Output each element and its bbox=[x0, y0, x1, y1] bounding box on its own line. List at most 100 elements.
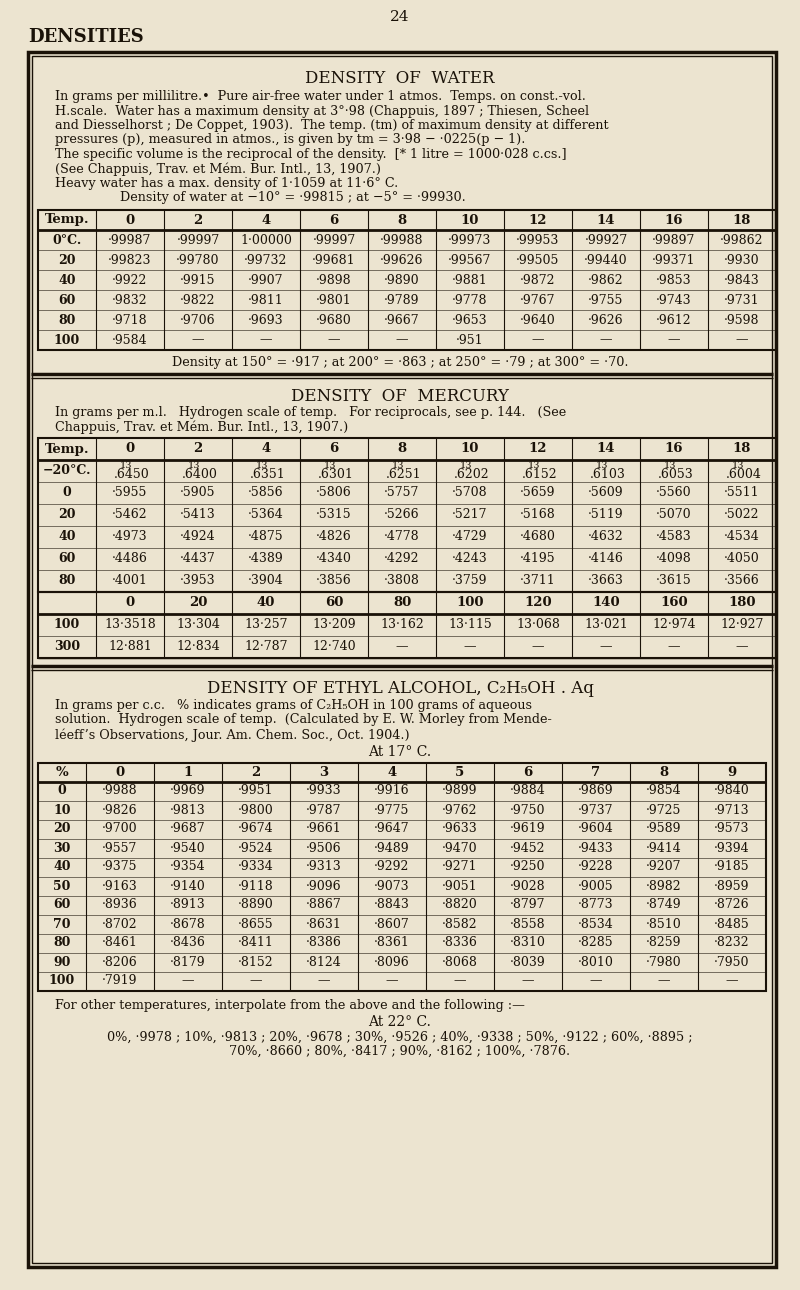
Text: 1: 1 bbox=[183, 765, 193, 778]
Text: ·9762: ·9762 bbox=[442, 804, 478, 817]
Text: 40: 40 bbox=[58, 530, 76, 543]
Text: 16: 16 bbox=[665, 442, 683, 455]
Text: 8: 8 bbox=[398, 214, 406, 227]
Text: ·8890: ·8890 bbox=[238, 899, 274, 912]
Text: ·4680: ·4680 bbox=[520, 530, 556, 543]
Text: ·4292: ·4292 bbox=[384, 552, 420, 565]
Text: 0%, ·9978 ; 10%, ·9813 ; 20%, ·9678 ; 30%, ·9526 ; 40%, ·9338 ; 50%, ·9122 ; 60%: 0%, ·9978 ; 10%, ·9813 ; 20%, ·9678 ; 30… bbox=[107, 1031, 693, 1044]
Text: ·8206: ·8206 bbox=[102, 956, 138, 969]
Text: ·9598: ·9598 bbox=[724, 313, 760, 326]
Text: —: — bbox=[386, 974, 398, 988]
Text: ·8361: ·8361 bbox=[374, 937, 410, 949]
Text: Chappuis, Trav. et Mém. Bur. Intl., 13, 1907.): Chappuis, Trav. et Mém. Bur. Intl., 13, … bbox=[55, 421, 348, 433]
Text: ·5462: ·5462 bbox=[112, 508, 148, 521]
Text: ·9250: ·9250 bbox=[510, 860, 546, 873]
Text: DENSITY OF ETHYL ALCOHOL, C₂H₅OH . Aq: DENSITY OF ETHYL ALCOHOL, C₂H₅OH . Aq bbox=[206, 680, 594, 697]
Text: 12: 12 bbox=[529, 442, 547, 455]
Text: ·99987: ·99987 bbox=[108, 233, 152, 246]
Text: ·5413: ·5413 bbox=[180, 508, 216, 521]
Text: ·4437: ·4437 bbox=[180, 552, 216, 565]
Text: ·8534: ·8534 bbox=[578, 917, 614, 930]
Text: ·4973: ·4973 bbox=[112, 530, 148, 543]
Text: ·3663: ·3663 bbox=[588, 574, 624, 587]
Text: ·9394: ·9394 bbox=[714, 841, 750, 854]
Text: 16: 16 bbox=[665, 214, 683, 227]
Text: 13·209: 13·209 bbox=[312, 618, 356, 632]
Text: ·9907: ·9907 bbox=[248, 273, 284, 286]
Text: 18: 18 bbox=[733, 214, 751, 227]
Text: ·9988: ·9988 bbox=[102, 784, 138, 797]
Text: ·8959: ·8959 bbox=[714, 880, 750, 893]
Text: 0: 0 bbox=[62, 486, 71, 499]
Text: ·9843: ·9843 bbox=[724, 273, 760, 286]
Text: 13: 13 bbox=[392, 462, 404, 471]
Text: 13: 13 bbox=[732, 462, 744, 471]
Text: ·8386: ·8386 bbox=[306, 937, 342, 949]
Text: .6053: .6053 bbox=[658, 467, 694, 480]
Text: 12·834: 12·834 bbox=[176, 641, 220, 654]
Text: 0: 0 bbox=[126, 442, 134, 455]
Text: 70%, ·8660 ; 80%, ·8417 ; 90%, ·8162 ; 100%, ·7876.: 70%, ·8660 ; 80%, ·8417 ; 90%, ·8162 ; 1… bbox=[230, 1045, 570, 1058]
Text: 3: 3 bbox=[319, 765, 329, 778]
Text: 0: 0 bbox=[58, 784, 66, 797]
Text: ·8913: ·8913 bbox=[170, 899, 206, 912]
Text: .6202: .6202 bbox=[454, 467, 490, 480]
Text: −20°C.: −20°C. bbox=[42, 464, 91, 477]
Text: 10: 10 bbox=[461, 214, 479, 227]
Text: ·4924: ·4924 bbox=[180, 530, 216, 543]
Text: 0: 0 bbox=[126, 596, 134, 609]
Text: At 22° C.: At 22° C. bbox=[369, 1015, 431, 1029]
Text: ·3759: ·3759 bbox=[452, 574, 488, 587]
Text: ·9667: ·9667 bbox=[384, 313, 420, 326]
Text: 40: 40 bbox=[257, 596, 275, 609]
Text: ·9489: ·9489 bbox=[374, 841, 410, 854]
Text: 5: 5 bbox=[455, 765, 465, 778]
Text: 13·3518: 13·3518 bbox=[104, 618, 156, 632]
Text: ·9140: ·9140 bbox=[170, 880, 206, 893]
Text: ·9930: ·9930 bbox=[724, 254, 760, 267]
Text: ·9271: ·9271 bbox=[442, 860, 478, 873]
Text: ·9163: ·9163 bbox=[102, 880, 138, 893]
Text: ·9789: ·9789 bbox=[384, 294, 420, 307]
Text: —: — bbox=[590, 974, 602, 988]
Text: 13·115: 13·115 bbox=[448, 618, 492, 632]
Text: ·8982: ·8982 bbox=[646, 880, 682, 893]
Text: In grams per millilitre.•  Pure air-free water under 1 atmos.  Temps. on const.-: In grams per millilitre.• Pure air-free … bbox=[55, 90, 586, 103]
Text: Density of water at −10° = ·99815 ; at −5° = ·99930.: Density of water at −10° = ·99815 ; at −… bbox=[120, 191, 466, 205]
Text: ·9414: ·9414 bbox=[646, 841, 682, 854]
Text: —: — bbox=[464, 641, 476, 654]
Text: ·9898: ·9898 bbox=[316, 273, 352, 286]
Text: ·8068: ·8068 bbox=[442, 956, 478, 969]
Text: 60: 60 bbox=[325, 596, 343, 609]
Text: ·9557: ·9557 bbox=[102, 841, 138, 854]
Text: ·3566: ·3566 bbox=[724, 574, 760, 587]
Text: —: — bbox=[522, 974, 534, 988]
Text: and Diesselhorst ; De Coppet, 1903).  The temp. (tm) of maximum density at diffe: and Diesselhorst ; De Coppet, 1903). The… bbox=[55, 119, 609, 132]
Text: ·7950: ·7950 bbox=[714, 956, 750, 969]
Text: ·3615: ·3615 bbox=[656, 574, 692, 587]
Text: ·8749: ·8749 bbox=[646, 899, 682, 912]
Text: ·99681: ·99681 bbox=[312, 254, 356, 267]
Text: ·8678: ·8678 bbox=[170, 917, 206, 930]
Text: ·4583: ·4583 bbox=[656, 530, 692, 543]
Text: ·7919: ·7919 bbox=[102, 974, 138, 988]
Text: ·99823: ·99823 bbox=[108, 254, 152, 267]
Text: ·3953: ·3953 bbox=[180, 574, 216, 587]
Text: ·8039: ·8039 bbox=[510, 956, 546, 969]
Text: ·9292: ·9292 bbox=[374, 860, 410, 873]
Text: ·8411: ·8411 bbox=[238, 937, 274, 949]
Text: ·9755: ·9755 bbox=[588, 294, 624, 307]
Text: H.scale.  Water has a maximum density at 3°·98 (Chappuis, 1897 ; Thiesen, Scheel: H.scale. Water has a maximum density at … bbox=[55, 104, 589, 117]
Text: 80: 80 bbox=[58, 313, 76, 326]
Text: ·8702: ·8702 bbox=[102, 917, 138, 930]
Text: 6: 6 bbox=[330, 214, 338, 227]
Text: ·5266: ·5266 bbox=[384, 508, 420, 521]
Text: 13: 13 bbox=[256, 462, 268, 471]
Text: ·4486: ·4486 bbox=[112, 552, 148, 565]
Text: ·9737: ·9737 bbox=[578, 804, 614, 817]
Text: —: — bbox=[260, 334, 272, 347]
Text: —: — bbox=[668, 641, 680, 654]
Bar bbox=[38, 592, 776, 658]
Text: ·4146: ·4146 bbox=[588, 552, 624, 565]
Text: 40: 40 bbox=[58, 273, 76, 286]
